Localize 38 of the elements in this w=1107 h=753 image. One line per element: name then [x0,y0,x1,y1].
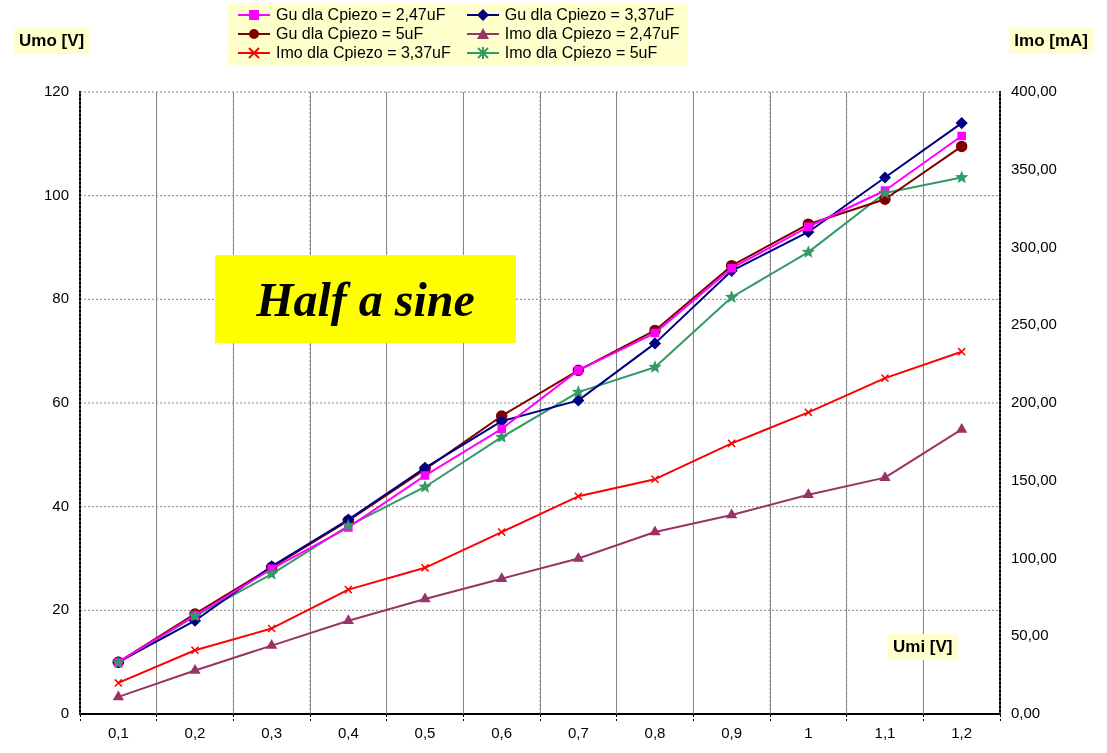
x-tick-label: 1,2 [951,724,973,742]
legend-label: Imo dla Cpiezo = 3,37uF [276,44,451,62]
x-tick-label: 1,1 [874,724,896,742]
x-tick-label: 0,2 [184,724,206,742]
y2-tick-label: 400,00 [1011,82,1057,100]
x-tick-label: 0,3 [261,724,283,742]
legend-label: Gu dla Cpiezo = 3,37uF [504,6,675,24]
annotation: Half a sine [215,255,516,343]
legend-label: Imo dla Cpiezo = 2,47uF [504,25,680,43]
y2-tick-label: 350,00 [1011,159,1057,177]
y-tick-label: 0 [60,704,69,722]
y2-tick-label: 250,00 [1011,315,1057,333]
x-tick-label: 0,9 [721,724,743,742]
y2-axis-title: Imo [mA] [1009,28,1093,54]
y2-tick-label: 150,00 [1011,470,1057,488]
x-tick-label: 0,5 [414,724,436,742]
x-tick-label: 1 [804,724,813,742]
x-tick-label: 0,1 [107,724,129,742]
y-tick-label: 100 [43,185,69,203]
y2-tick-label: 300,00 [1011,237,1057,255]
legend-label: Gu dla Cpiezo = 2,47uF [276,6,446,24]
x-tick-label: 0,8 [644,724,666,742]
y2-tick-label: 100,00 [1011,548,1057,566]
y2-tick-label: 0,00 [1011,704,1041,722]
y-tick-label: 120 [43,82,69,100]
x-axis-title: Umi [V] [888,634,958,660]
legend-label: Imo dla Cpiezo = 5uF [504,44,658,62]
x-tick-label: 0,4 [337,724,359,742]
y-tick-label: 20 [52,600,69,618]
x-tick-label: 0,7 [567,724,589,742]
x-tick-label: 0,6 [491,724,513,742]
y2-tick-label: 200,00 [1011,393,1057,411]
legend-label: Gu dla Cpiezo = 5uF [276,25,424,43]
y-tick-label: 60 [52,393,69,411]
y-axis-title: Umo [V] [14,28,90,54]
y2-tick-label: 50,00 [1011,626,1049,644]
y-tick-label: 80 [52,289,69,307]
y-tick-label: 40 [52,496,69,514]
